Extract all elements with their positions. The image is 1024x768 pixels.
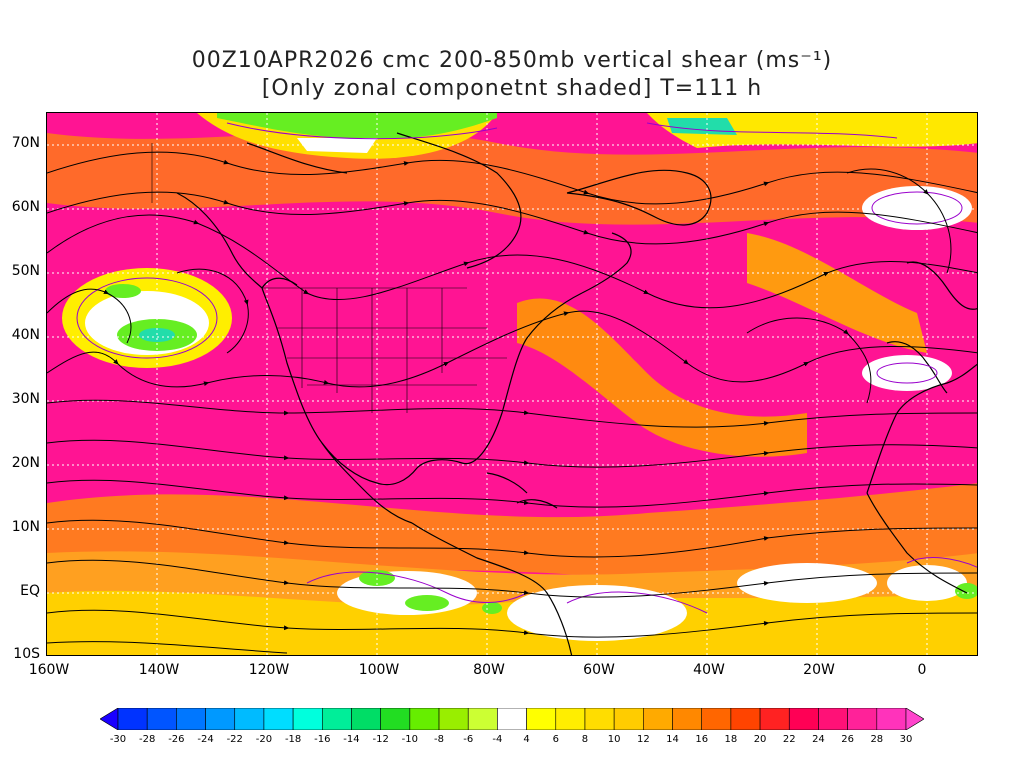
lat-label: 10N [11, 519, 40, 535]
colorbar-label: -24 [197, 734, 214, 745]
lon-label: 0 [917, 662, 927, 678]
shear-field-svg [47, 113, 977, 655]
colorbar-label: 22 [782, 734, 796, 745]
lat-label: 30N [11, 391, 40, 407]
colorbar-swatch [526, 708, 557, 730]
colorbar-swatch [701, 708, 732, 730]
colorbar-label: 20 [753, 734, 767, 745]
lon-label: 140W [138, 662, 180, 678]
lat-label: 20N [11, 455, 40, 471]
colorbar-label: 8 [581, 734, 589, 745]
colorbar-swatch [497, 708, 527, 730]
colorbar-label: -16 [314, 734, 331, 745]
lat-label: 70N [11, 135, 40, 151]
lon-label: 80W [473, 662, 505, 678]
colorbar-swatch [613, 708, 644, 730]
colorbar-swatch [438, 708, 469, 730]
lon-label: 60W [583, 662, 615, 678]
colorbar-label: 12 [636, 734, 650, 745]
colorbar-swatch [818, 708, 848, 730]
colorbar-swatch [584, 708, 615, 730]
map-title-line2: [Only zonal componetnt shaded] T=111 h [261, 76, 763, 101]
colorbar-label: 24 [812, 734, 825, 745]
colorbar-label: -8 [434, 734, 445, 745]
colorbar-label: 30 [899, 734, 913, 745]
colorbar-swatch [263, 708, 294, 730]
colorbar-swatch [146, 708, 177, 730]
colorbar-label: 28 [870, 734, 884, 745]
lat-label: EQ [20, 583, 40, 599]
lon-label: 40W [693, 662, 725, 678]
easterly-shear-arctic [217, 113, 497, 139]
colorbar-swatch [643, 708, 673, 730]
lon-label: 120W [248, 662, 290, 678]
weak-shear-arctic-east [647, 113, 977, 148]
colorbar-label: -30 [109, 734, 127, 745]
lon-label: 20W [803, 662, 835, 678]
colorbar-swatch [176, 708, 206, 730]
colorbar [100, 708, 924, 730]
colorbar-swatch [380, 708, 411, 730]
colorbar-label: 4 [523, 734, 530, 745]
colorbar-label: -26 [168, 734, 185, 745]
colorbar-label: -14 [343, 734, 360, 745]
colorbar-swatch [847, 708, 878, 730]
colorbar-label: 14 [666, 734, 679, 745]
colorbar-swatch [788, 708, 819, 730]
colorbar-swatch [234, 708, 265, 730]
colorbar-label: -12 [372, 734, 389, 745]
colorbar-swatch [467, 708, 498, 730]
lon-label: 160W [28, 662, 70, 678]
map-title-line1: 00Z10APR2026 cmc 200-850mb vertical shea… [191, 48, 833, 73]
colorbar-label: 6 [552, 734, 559, 745]
colorbar-label: 16 [695, 734, 709, 745]
colorbar-swatch [351, 708, 381, 730]
lat-label: 60N [11, 199, 40, 215]
colorbar-label: -20 [255, 734, 273, 745]
colorbar-swatch [321, 708, 352, 730]
colorbar-swatch [759, 708, 790, 730]
colorbar-low-arrow [100, 708, 119, 730]
lat-label: 10S [13, 646, 40, 662]
colorbar-label: -18 [284, 734, 302, 745]
colorbar-label: 26 [841, 734, 854, 745]
shear-map [46, 112, 978, 656]
shear-streamlines [47, 151, 977, 654]
colorbar-label: -28 [139, 734, 156, 745]
colorbar-label: -10 [401, 734, 419, 745]
colorbar-label: -6 [463, 734, 474, 745]
lat-label: 40N [11, 327, 40, 343]
colorbar-label: 10 [607, 734, 621, 745]
colorbar-label: -22 [226, 734, 243, 745]
lon-label: 100W [358, 662, 400, 678]
colorbar-swatch [555, 708, 586, 730]
colorbar-swatch [292, 708, 323, 730]
colorbar-swatch [117, 708, 148, 730]
colorbar-swatch [205, 708, 236, 730]
colorbar-swatch [672, 708, 703, 730]
colorbar-label: 18 [724, 734, 738, 745]
colorbar-swatch [409, 708, 440, 730]
colorbar-label: -4 [492, 734, 503, 745]
colorbar-swatch [730, 708, 761, 730]
neutral-shear-europe [862, 186, 972, 230]
colorbar-swatch [876, 708, 907, 730]
lat-label: 50N [11, 263, 40, 279]
colorbar-high-arrow [905, 708, 924, 730]
